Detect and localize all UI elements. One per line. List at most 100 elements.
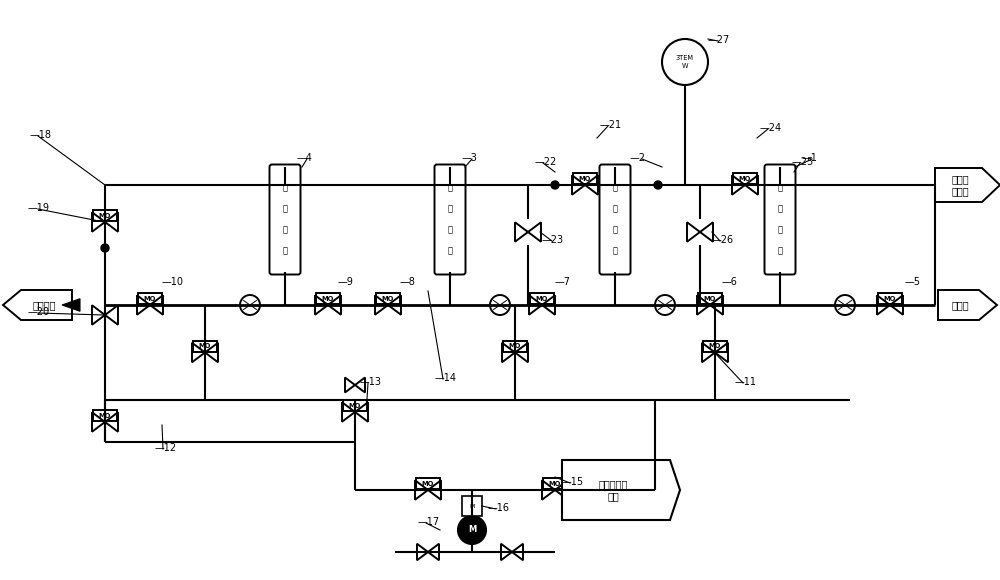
- Text: —2: —2: [630, 153, 646, 163]
- Text: 省: 省: [612, 205, 618, 213]
- Text: —22: —22: [535, 157, 557, 167]
- Text: MO: MO: [349, 403, 361, 409]
- Text: 省: 省: [283, 205, 288, 213]
- Bar: [93, 211, 117, 222]
- Bar: [193, 341, 217, 352]
- Text: —5: —5: [905, 277, 921, 287]
- Bar: [573, 173, 597, 184]
- Circle shape: [835, 295, 855, 315]
- Text: M: M: [469, 503, 475, 509]
- Text: 四: 四: [283, 183, 288, 193]
- Text: 汽: 汽: [612, 226, 618, 234]
- Text: —7: —7: [555, 277, 571, 287]
- Text: 省: 省: [448, 205, 452, 213]
- Bar: [703, 341, 727, 352]
- Bar: [343, 400, 367, 411]
- Text: —17: —17: [418, 517, 440, 527]
- Text: MO: MO: [536, 296, 548, 302]
- Bar: [878, 293, 902, 304]
- FancyBboxPatch shape: [600, 165, 631, 274]
- Text: MO: MO: [382, 296, 394, 302]
- Polygon shape: [562, 460, 680, 520]
- Text: —26: —26: [712, 235, 734, 245]
- Text: MO: MO: [739, 176, 751, 182]
- Text: —8: —8: [400, 277, 416, 287]
- Bar: [138, 293, 162, 304]
- Bar: [530, 293, 554, 304]
- Text: —23: —23: [542, 235, 564, 245]
- Text: MO: MO: [322, 296, 334, 302]
- FancyBboxPatch shape: [765, 165, 795, 274]
- Text: —1: —1: [802, 153, 818, 163]
- Text: —27: —27: [708, 35, 730, 45]
- Text: —16: —16: [488, 503, 510, 513]
- Text: MO: MO: [199, 343, 211, 349]
- Text: 省: 省: [778, 205, 782, 213]
- Polygon shape: [62, 299, 80, 311]
- Bar: [462, 496, 482, 516]
- Text: 三: 三: [448, 183, 452, 193]
- Bar: [316, 293, 340, 304]
- Text: 汽: 汽: [283, 226, 288, 234]
- Text: 热网疏
水回收: 热网疏 水回收: [952, 174, 970, 196]
- Text: MO: MO: [549, 481, 561, 487]
- Text: MO: MO: [422, 481, 434, 487]
- Text: 汽: 汽: [448, 226, 452, 234]
- Text: —6: —6: [722, 277, 738, 287]
- Circle shape: [662, 39, 708, 85]
- Text: MO: MO: [704, 296, 716, 302]
- Text: —20: —20: [28, 307, 50, 317]
- Text: 低温省煤器
回水: 低温省煤器 回水: [598, 479, 628, 501]
- Text: —18: —18: [30, 130, 52, 140]
- Bar: [733, 173, 757, 184]
- Text: —12: —12: [155, 443, 177, 453]
- Text: 门: 门: [778, 246, 782, 256]
- Text: 门: 门: [448, 246, 452, 256]
- Text: 一: 一: [778, 183, 782, 193]
- Circle shape: [551, 181, 559, 189]
- Text: MO: MO: [144, 296, 156, 302]
- Text: 凝结水: 凝结水: [952, 300, 970, 310]
- FancyBboxPatch shape: [270, 165, 301, 274]
- Text: 二: 二: [612, 183, 618, 193]
- Circle shape: [240, 295, 260, 315]
- Text: MO: MO: [884, 296, 896, 302]
- Text: MO: MO: [509, 343, 521, 349]
- Text: —13: —13: [360, 377, 382, 387]
- Text: 门: 门: [283, 246, 288, 256]
- Circle shape: [655, 295, 675, 315]
- Polygon shape: [938, 290, 997, 320]
- Text: —19: —19: [28, 203, 50, 213]
- Text: MO: MO: [579, 176, 591, 182]
- Text: 汽: 汽: [778, 226, 782, 234]
- Text: —21: —21: [600, 120, 622, 130]
- Text: —9: —9: [338, 277, 354, 287]
- Circle shape: [490, 295, 510, 315]
- Polygon shape: [3, 290, 72, 320]
- Bar: [543, 478, 567, 490]
- Bar: [503, 341, 527, 352]
- Text: —14: —14: [435, 373, 457, 383]
- Bar: [376, 293, 400, 304]
- Text: —10: —10: [162, 277, 184, 287]
- Text: 门: 门: [612, 246, 618, 256]
- Text: —3: —3: [462, 153, 478, 163]
- Text: —4: —4: [297, 153, 313, 163]
- Text: 3TEM
W: 3TEM W: [676, 56, 694, 68]
- Circle shape: [654, 181, 662, 189]
- Text: —15: —15: [562, 477, 584, 487]
- Bar: [416, 478, 440, 490]
- FancyBboxPatch shape: [434, 165, 465, 274]
- Text: M: M: [468, 525, 476, 535]
- Bar: [698, 293, 722, 304]
- Text: MO: MO: [709, 343, 721, 349]
- Text: MO: MO: [99, 413, 111, 419]
- Text: —25: —25: [792, 157, 814, 167]
- Text: MO: MO: [99, 213, 111, 219]
- Text: 至除氧器: 至除氧器: [32, 300, 56, 310]
- Circle shape: [458, 516, 486, 544]
- Bar: [93, 410, 117, 421]
- Polygon shape: [935, 168, 1000, 202]
- Circle shape: [101, 244, 109, 252]
- Text: —11: —11: [735, 377, 757, 387]
